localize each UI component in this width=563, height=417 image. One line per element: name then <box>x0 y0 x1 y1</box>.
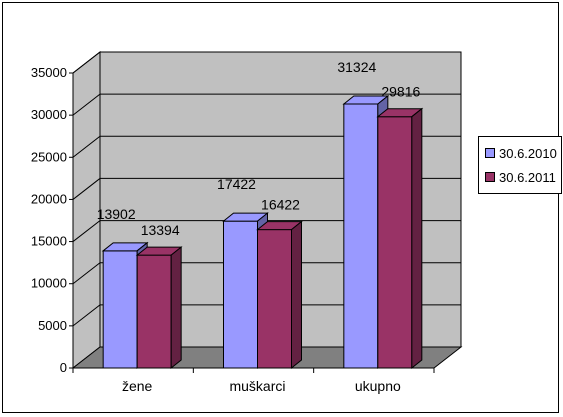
legend-label-series-2: 30.6.2011 <box>499 169 556 185</box>
data-labels: 13902 13394 17422 16422 31324 29816 <box>97 59 421 238</box>
bar-front <box>343 103 379 369</box>
legend: 30.6.2010 30.6.2011 <box>478 136 562 194</box>
gridline <box>72 177 461 200</box>
legend-label-series-1: 30.6.2010 <box>499 145 557 161</box>
bar-front <box>377 116 413 369</box>
gridline <box>72 93 461 116</box>
y-tick-label: 5000 <box>38 318 67 333</box>
gridline <box>72 262 461 285</box>
bar-chart: 0 5000 10000 15000 20000 25000 30000 35000 žene… <box>31 50 463 394</box>
bar-data-label: 29816 <box>381 84 420 100</box>
y-tick-label: 0 <box>60 360 67 375</box>
legend-item-series-2: 30.6.2011 <box>485 168 556 186</box>
bar-front <box>102 250 138 369</box>
bar-side <box>411 107 423 370</box>
bars <box>101 94 424 370</box>
bar <box>135 246 183 370</box>
bar-front <box>136 254 172 369</box>
gridline <box>72 51 461 74</box>
bar-side-shade <box>411 108 422 368</box>
bar-side-shade <box>291 221 302 368</box>
bar-data-label: 13902 <box>97 206 136 222</box>
x-category-label: ukupno <box>355 378 401 394</box>
bar-side <box>291 220 302 370</box>
y-tick-label: 25000 <box>31 149 67 164</box>
y-tick-label: 20000 <box>31 191 67 206</box>
gridline <box>72 220 461 242</box>
bar-front <box>257 229 292 369</box>
x-category-label: muškarci <box>229 378 285 394</box>
y-tick-label: 10000 <box>31 276 67 291</box>
y-tick-label: 30000 <box>31 107 67 122</box>
gridline <box>72 304 461 327</box>
y-axis: 0 5000 10000 15000 20000 25000 30000 35000 <box>31 65 74 375</box>
bar <box>256 220 303 370</box>
y-tick-label: 15000 <box>31 234 67 249</box>
bar-data-label: 31324 <box>337 59 376 75</box>
x-axis: žene muškarci ukupno <box>72 367 435 394</box>
x-category-label: žene <box>122 378 153 394</box>
bar-side <box>170 246 182 370</box>
legend-swatch-series-2 <box>485 172 495 182</box>
gridlines <box>72 51 461 327</box>
legend-swatch-series-1 <box>485 148 495 158</box>
bar <box>376 107 424 370</box>
bar-front <box>223 220 258 369</box>
legend-item-series-1: 30.6.2010 <box>485 144 557 162</box>
y-tick-label: 35000 <box>31 65 67 80</box>
bar-data-label: 13394 <box>141 222 180 238</box>
bar-side-shade <box>171 247 182 368</box>
gridline <box>72 135 461 158</box>
bar-data-label: 17422 <box>217 176 256 192</box>
bar-data-label: 16422 <box>261 197 300 213</box>
